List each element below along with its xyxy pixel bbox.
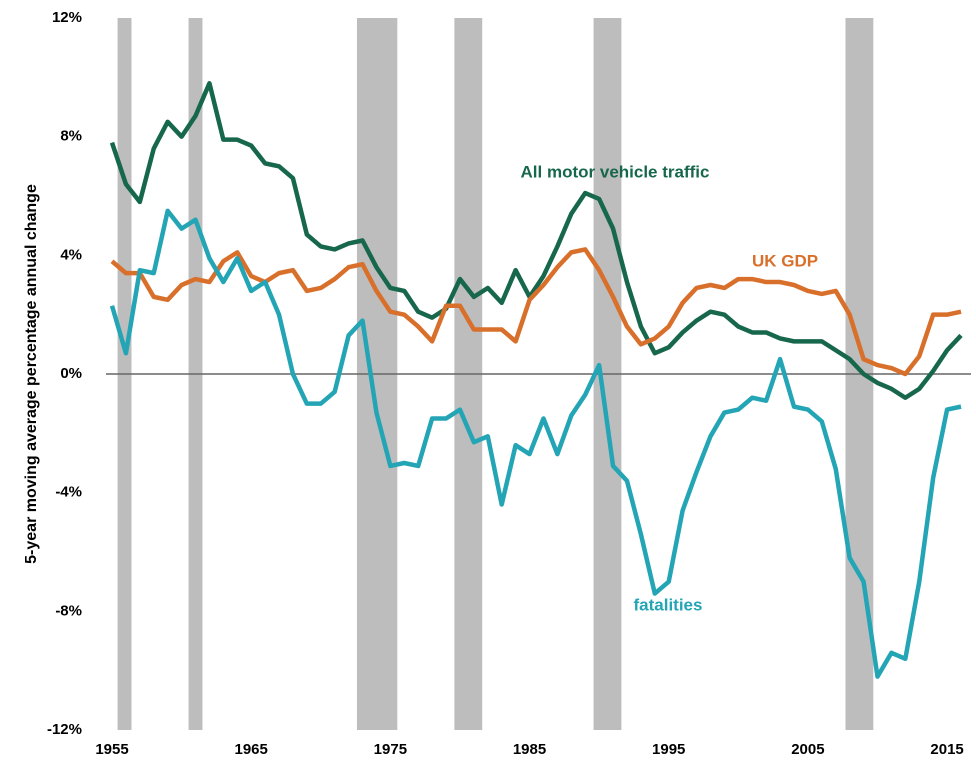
y-tick-label: -8% (55, 602, 82, 619)
series-label: All motor vehicle traffic (521, 162, 710, 181)
x-tick-label: 1975 (374, 741, 407, 758)
x-tick-label: 1995 (652, 741, 685, 758)
series-line (109, 81, 963, 400)
y-tick-label: -12% (47, 721, 82, 738)
y-tick-label: 8% (60, 128, 82, 145)
x-tick-label: 2015 (930, 741, 963, 758)
series-label: UK GDP (752, 251, 818, 270)
x-tick-label: 1965 (234, 741, 267, 758)
x-tick-label: 1985 (513, 741, 546, 758)
y-tick-label: 12% (52, 9, 82, 26)
series-label: fatalities (634, 595, 703, 614)
x-tick-label: 2005 (791, 741, 824, 758)
y-tick-label: -4% (55, 484, 82, 501)
x-tick-label: 1955 (95, 741, 128, 758)
y-axis-label: 5-year moving average percentage annual … (23, 184, 40, 564)
y-tick-label: 0% (60, 365, 82, 382)
y-tick-label: 4% (60, 246, 82, 263)
series-line (109, 208, 962, 679)
series-line (110, 247, 962, 377)
